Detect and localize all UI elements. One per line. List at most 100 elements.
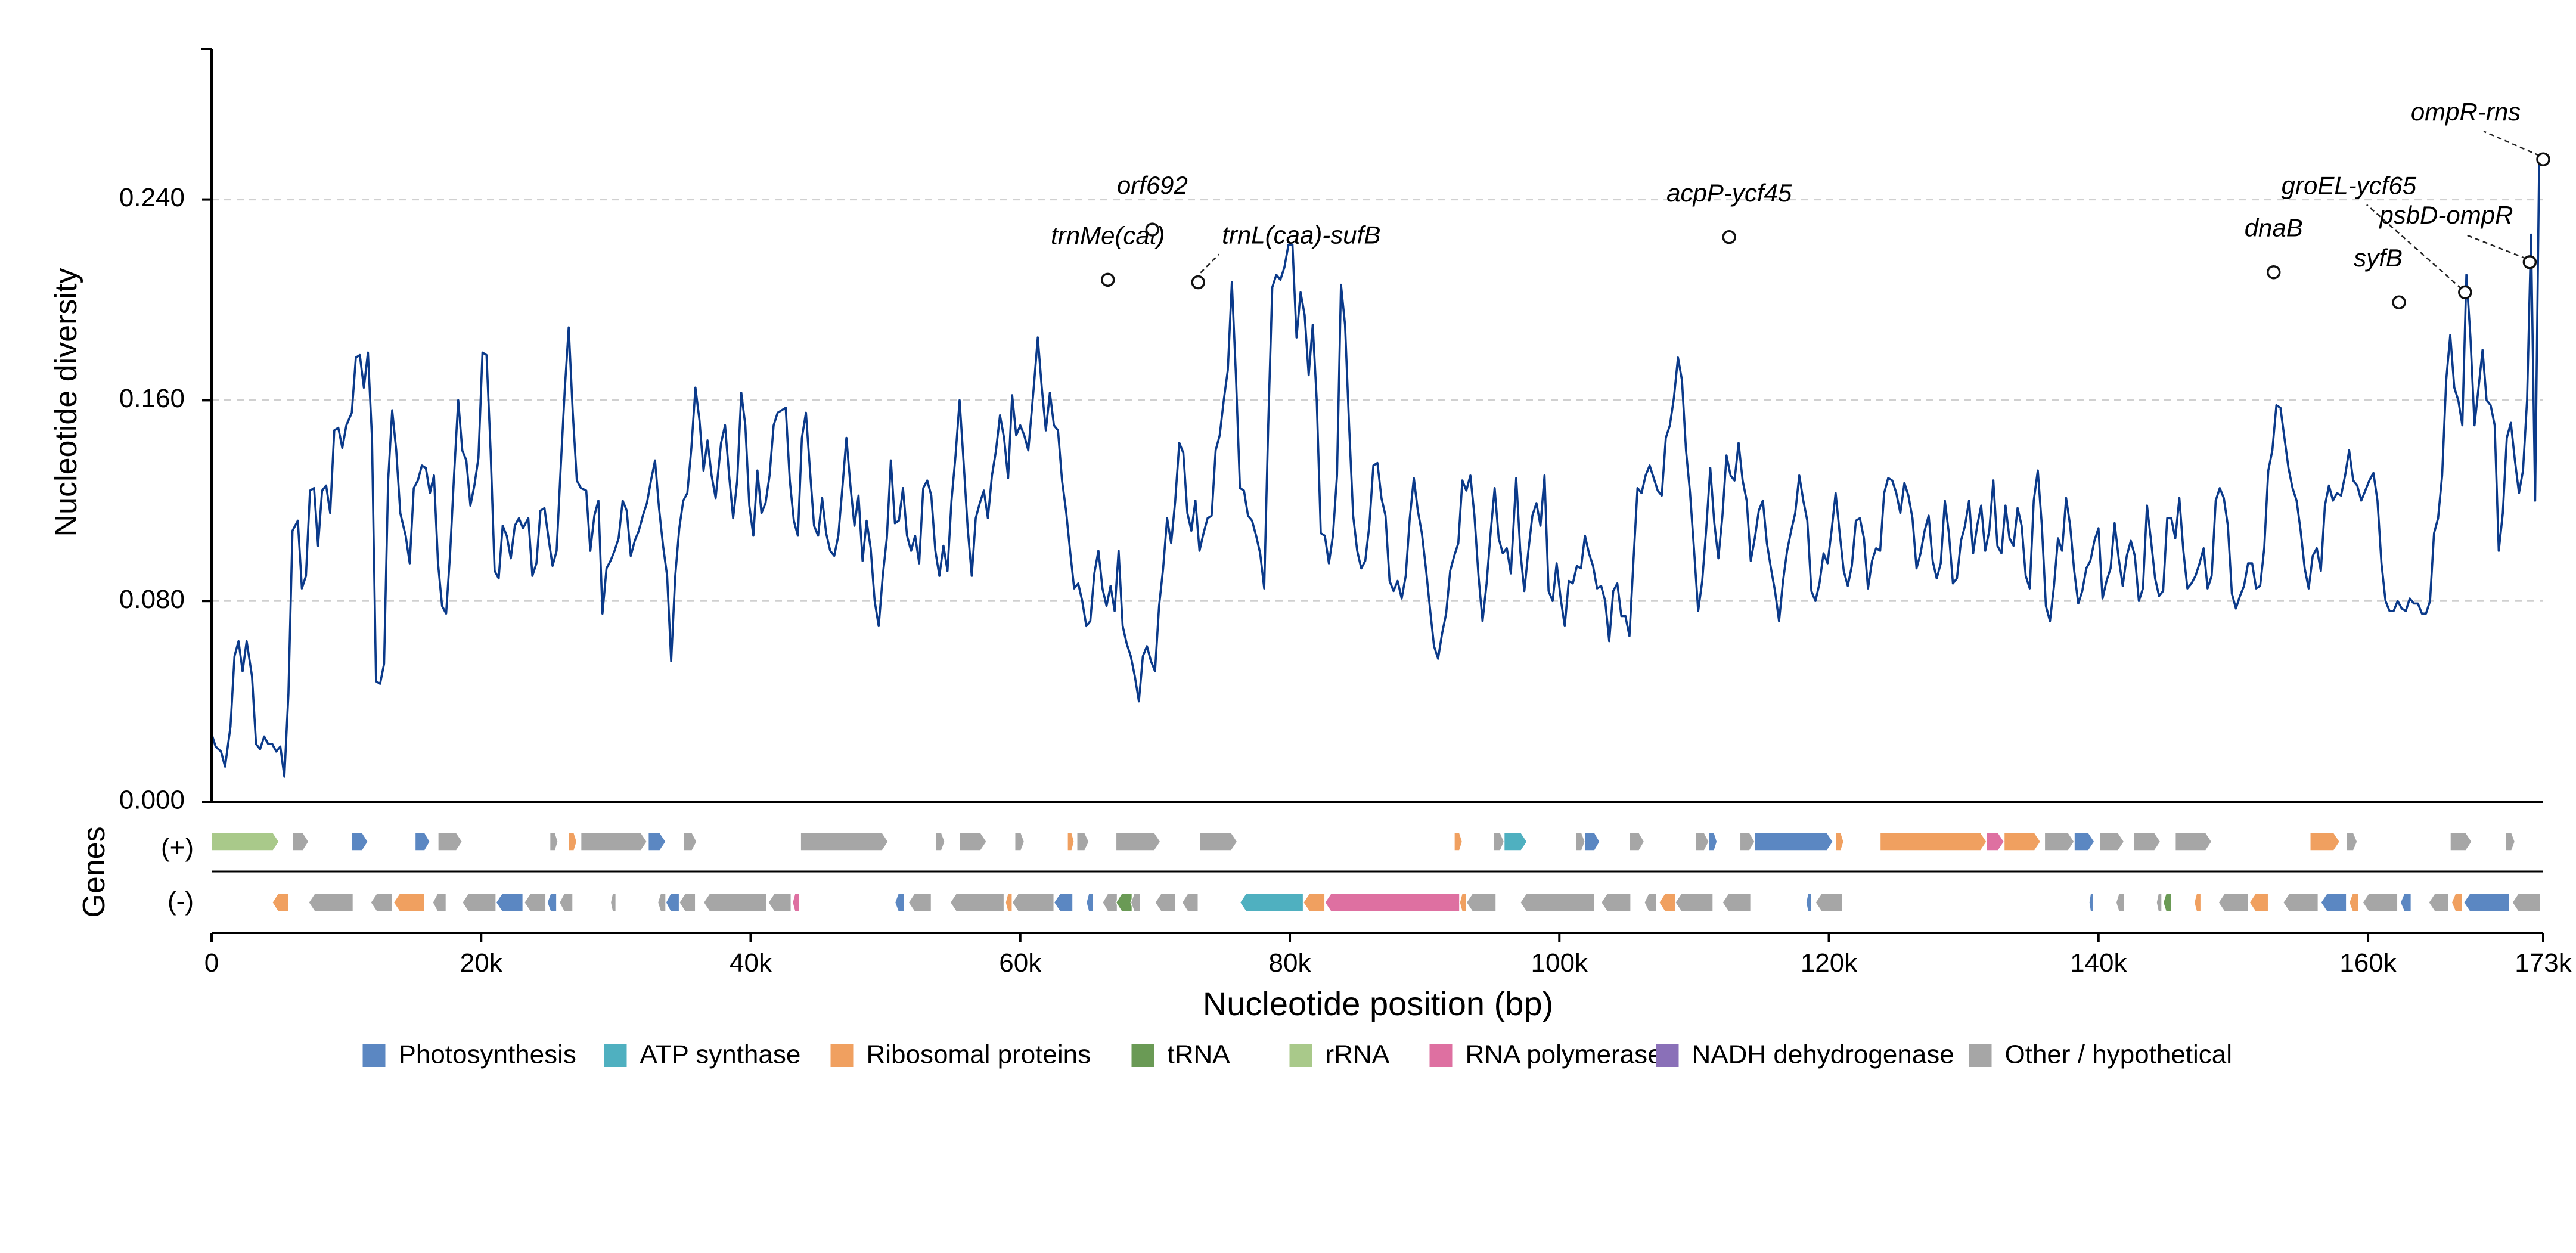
gene-feature [2218, 893, 2249, 912]
legend-swatch [1131, 1044, 1154, 1067]
gene-feature [800, 832, 889, 851]
peak-marker [2266, 265, 2281, 280]
y-tick-label: 0.000 [119, 786, 185, 815]
y-tick-label: 0.080 [119, 585, 185, 614]
gene-feature [1584, 832, 1600, 851]
gene-feature [2282, 893, 2319, 912]
y-axis-label: Nucleotide diversity [49, 268, 83, 537]
diversity-line [210, 153, 2544, 778]
gene-feature [1076, 832, 1090, 851]
legend-label: rRNA [1326, 1040, 1390, 1069]
y-tick-label: 0.160 [119, 384, 185, 413]
gene-feature [935, 832, 945, 851]
y-tick-label: 0.240 [119, 183, 185, 212]
peak-marker [2458, 285, 2472, 300]
gene-feature [1708, 832, 1718, 851]
gene-feature [211, 832, 280, 851]
gene-feature [1454, 832, 1463, 851]
x-tick-label: 80k [1269, 948, 1312, 978]
gene-feature [1835, 832, 1845, 851]
gene-feature [2504, 832, 2516, 851]
peak-label: groEL-ycf65 [2282, 171, 2417, 199]
gene-feature [2362, 893, 2398, 912]
x-tick-label: 0 [204, 948, 219, 978]
gene-feature [2088, 893, 2094, 912]
gene-feature [2162, 893, 2172, 912]
gene-tracks [211, 832, 2541, 912]
gene-feature [2174, 832, 2212, 851]
gene-feature [657, 893, 666, 912]
gene-feature [351, 832, 369, 851]
gene-feature [2193, 893, 2202, 912]
gene-feature [1575, 832, 1586, 851]
annotation-leader [2483, 131, 2540, 157]
annotation-leader [2463, 233, 2527, 260]
gene-feature [1130, 893, 1141, 912]
gene-feature [2428, 893, 2450, 912]
minus-strand-label: (-) [167, 887, 194, 916]
gene-feature [370, 893, 393, 912]
gene-feature [2115, 893, 2125, 912]
gene-feature [2074, 832, 2095, 851]
peak-marker [1145, 222, 1160, 237]
peak-marker [2536, 152, 2550, 166]
gene-feature [1519, 893, 1595, 912]
peak-label: dnaB [2245, 214, 2303, 242]
gene-feature [1199, 832, 1238, 851]
peak-marker [2522, 255, 2537, 269]
peak-marker [1722, 230, 1736, 244]
peak-marker [2392, 295, 2406, 309]
gene-feature [1154, 893, 1176, 912]
gene-feature [2156, 893, 2162, 912]
gene-feature [1986, 832, 2005, 851]
gene-feature [1067, 832, 1075, 851]
gene-feature [1115, 832, 1161, 851]
gene-feature [792, 893, 800, 912]
peak-marker [1100, 272, 1115, 287]
gene-feature [1754, 832, 1834, 851]
gene-feature [2400, 893, 2412, 912]
gene-feature [2310, 832, 2341, 851]
legend-label: RNA polymerase [1466, 1040, 1662, 1069]
diversity-line-layer [210, 153, 2544, 778]
x-tick-label: 40k [730, 948, 772, 978]
legend: Photosynthesis ATP synthase Ribosomal prot… [362, 1040, 2233, 1069]
gene-feature [437, 832, 463, 851]
legend-label: Photosynthesis [399, 1040, 576, 1069]
gene-feature [2320, 893, 2347, 912]
gene-feature [1492, 832, 1505, 851]
axis-ticks: 0.000 0.080 0.160 0.240 0 20k 40k 60k 80k 100k 120… [119, 183, 2572, 978]
x-tick-label: 20k [460, 948, 503, 978]
gene-feature [1879, 832, 1987, 851]
gene-feature [1629, 832, 1645, 851]
legend-label: Ribosomal proteins [867, 1040, 1091, 1069]
gene-feature [308, 893, 354, 912]
gene-feature [2099, 832, 2125, 851]
gene-feature [1115, 893, 1133, 912]
x-tick-label: 160k [2339, 948, 2397, 978]
gene-feature [1600, 893, 1631, 912]
gene-feature [2348, 893, 2359, 912]
genes-track-label: Genes [77, 826, 111, 917]
legend-swatch [1429, 1044, 1453, 1067]
gene-feature [2003, 832, 2041, 851]
legend-swatch [1656, 1044, 1679, 1067]
gene-feature [610, 893, 617, 912]
gene-feature [1011, 893, 1055, 912]
gene-feature [1805, 893, 1812, 912]
gene-feature [1005, 893, 1013, 912]
legend-swatch [1289, 1044, 1312, 1067]
gene-feature [1459, 893, 1467, 912]
gene-feature [1053, 893, 1073, 912]
x-tick-label: 140k [2070, 948, 2127, 978]
gene-feature [1739, 832, 1756, 851]
gene-feature [1014, 832, 1025, 851]
gene-feature [393, 893, 426, 912]
legend-label: Other / hypothetical [2005, 1040, 2233, 1069]
peak-label: trnL(caa)-sufB [1222, 221, 1380, 249]
peak-label: ompR-rns [2411, 98, 2521, 126]
gene-feature [959, 832, 988, 851]
gridlines [212, 199, 2543, 602]
gene-feature [271, 893, 289, 912]
